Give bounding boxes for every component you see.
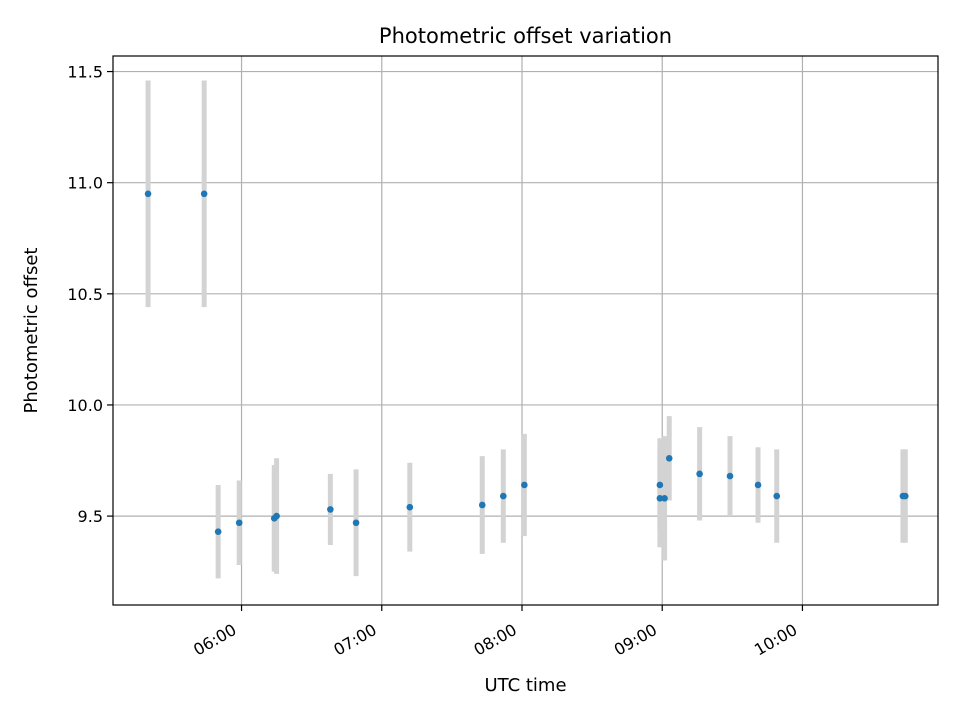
data-point	[144, 190, 152, 198]
data-point	[656, 481, 664, 489]
y-tick-label: 11.5	[67, 63, 103, 82]
data-point	[499, 492, 507, 500]
data-point	[235, 519, 243, 527]
data-point	[327, 506, 334, 513]
plot-frame	[112, 55, 939, 606]
chart-title: Photometric offset variation	[379, 24, 672, 48]
data-point	[200, 190, 208, 198]
y-tick-label: 9.5	[78, 507, 103, 526]
y-tick-label: 10.0	[67, 396, 103, 415]
x-axis-label: UTC time	[484, 675, 566, 696]
data-point	[478, 501, 486, 509]
data-point	[406, 503, 414, 511]
data-point	[656, 495, 664, 502]
data-point	[521, 481, 528, 489]
y-tick-label: 11.0	[67, 174, 103, 193]
data-point	[665, 455, 673, 462]
data-point	[901, 492, 909, 500]
data-point	[696, 470, 703, 478]
data-point	[273, 512, 280, 520]
data-point	[214, 528, 222, 535]
data-point	[754, 481, 762, 489]
data-point	[773, 492, 781, 500]
data-point	[661, 495, 668, 502]
data-points	[144, 190, 909, 535]
y-axis-ticks: 9.5 10.0 10.5 11.0 11.5	[67, 63, 113, 526]
y-tick-label: 10.5	[67, 285, 103, 304]
data-point	[726, 472, 734, 480]
y-axis-label: Photometric offset	[21, 248, 42, 414]
data-point	[352, 519, 360, 527]
